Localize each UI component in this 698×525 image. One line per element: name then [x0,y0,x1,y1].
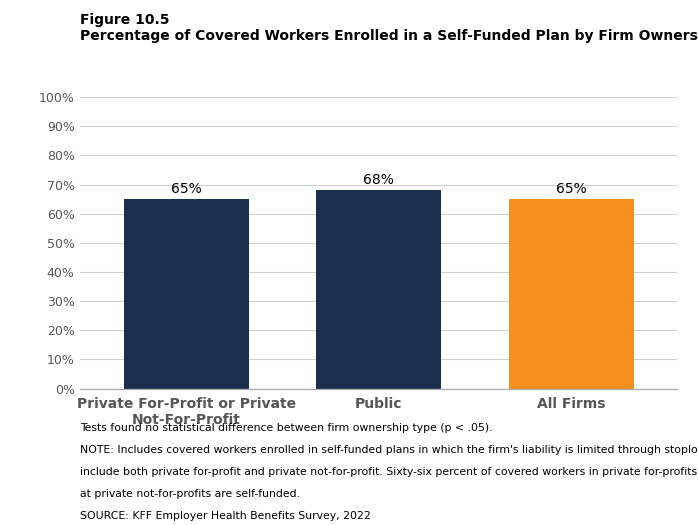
Bar [124,199,248,388]
Text: include both private for-profit and private not-for-profit. Sixty-six percent of: include both private for-profit and priv… [80,467,698,477]
Bar [316,191,441,388]
Bar [509,199,634,388]
Text: Figure 10.5: Figure 10.5 [80,13,170,27]
Text: Percentage of Covered Workers Enrolled in a Self-Funded Plan by Firm Ownership T: Percentage of Covered Workers Enrolled i… [80,29,698,43]
Text: 68%: 68% [363,173,394,187]
Text: SOURCE: KFF Employer Health Benefits Survey, 2022: SOURCE: KFF Employer Health Benefits Sur… [80,511,371,521]
Text: at private not-for-profits are self-funded.: at private not-for-profits are self-fund… [80,489,300,499]
Text: Tests found no statistical difference between firm ownership type (p < .05).: Tests found no statistical difference be… [80,423,493,433]
Text: 65%: 65% [171,182,202,196]
Text: NOTE: Includes covered workers enrolled in self-funded plans in which the firm's: NOTE: Includes covered workers enrolled … [80,445,698,455]
Text: 65%: 65% [556,182,586,196]
